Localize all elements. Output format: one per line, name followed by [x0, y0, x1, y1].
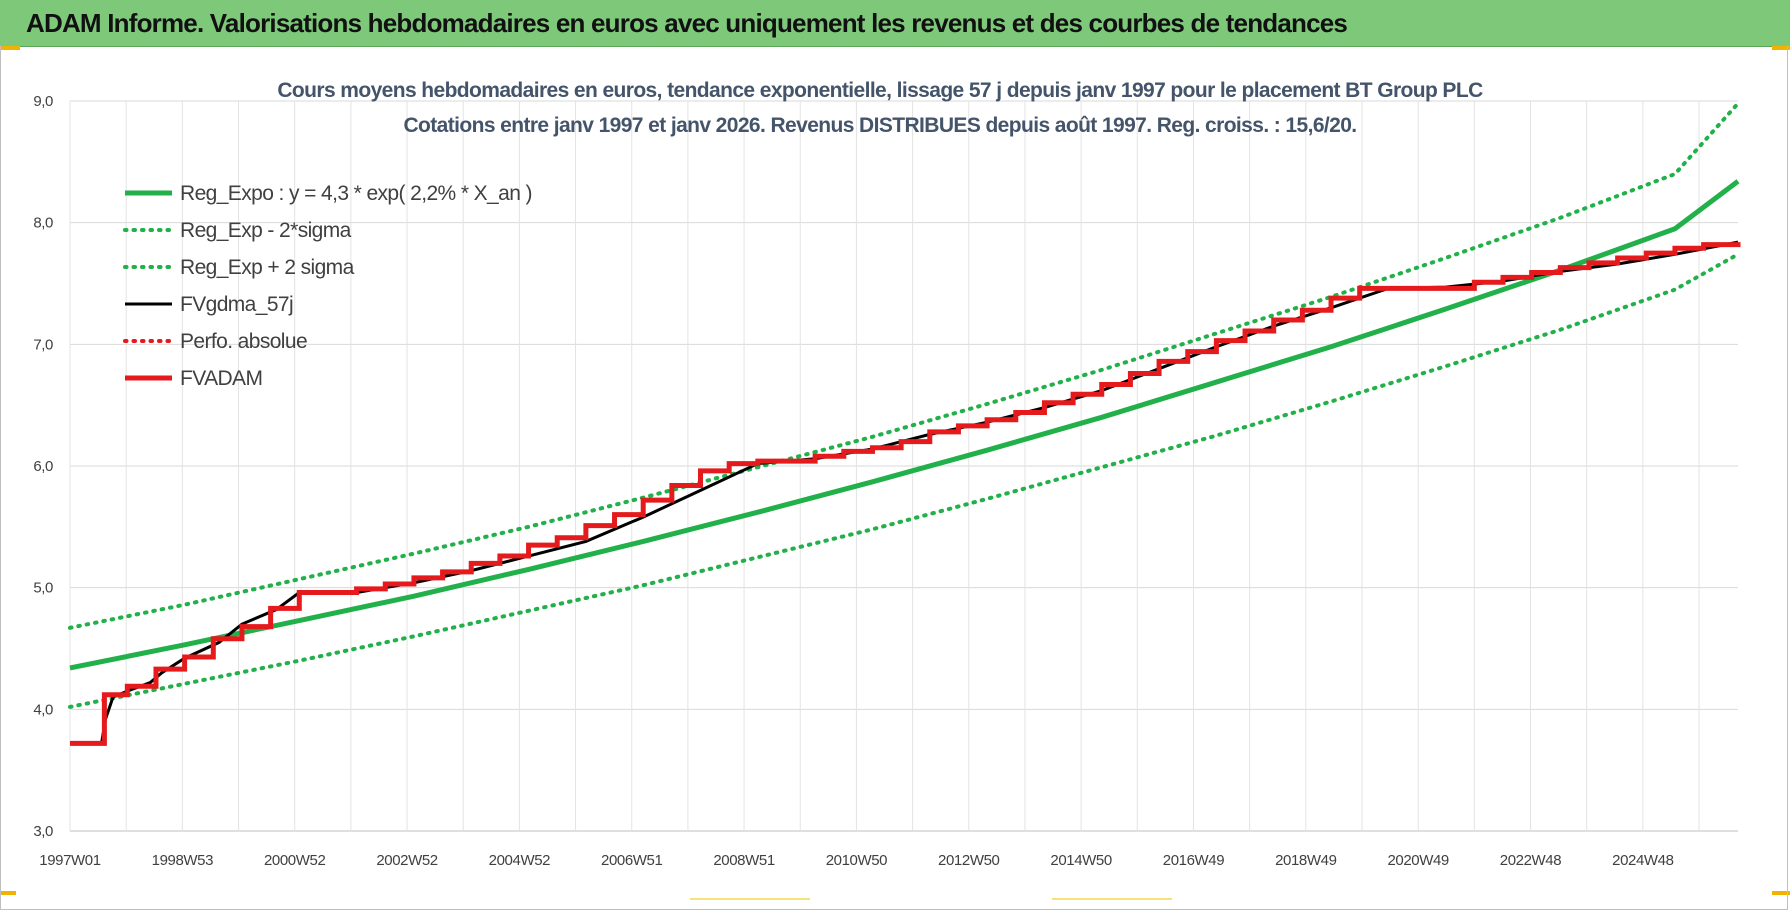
- corner-marker-left: [0, 46, 20, 50]
- report-title: ADAM Informe. Valorisations hebdomadaire…: [26, 8, 1348, 38]
- legend-label: FVgdma_57j: [180, 293, 293, 316]
- bottom-accent-mark: [690, 898, 810, 900]
- series-line-0: [69, 179, 1740, 671]
- legend-label: Reg_Exp - 2*sigma: [180, 219, 352, 242]
- bottom-accent-mark: [1052, 898, 1172, 900]
- corner-marker-bottom-left: [0, 891, 16, 895]
- corner-marker-right: [1772, 46, 1790, 50]
- gridlines: [69, 100, 1738, 832]
- y-tick-label: 6,0: [33, 458, 53, 475]
- x-tick-label: 2000W52: [264, 852, 325, 869]
- y-tick-labels: 3,0 4,0 5,0 6,0 7,0 8,0 9,0: [33, 93, 53, 840]
- chart-frame: [0, 46, 1788, 910]
- y-tick-label: 3,0: [33, 823, 53, 840]
- x-tick-label: 2022W48: [1500, 852, 1561, 869]
- x-tick-label: 2020W49: [1387, 852, 1448, 869]
- x-tick-label: 2012W50: [938, 852, 999, 869]
- x-tick-label: 2010W50: [826, 852, 887, 869]
- x-tick-label: 2008W51: [713, 852, 774, 869]
- x-tick-label: 2014W50: [1050, 852, 1111, 869]
- legend-label: Reg_Expo : y = 4,3 * exp( 2,2% * X_an ): [180, 182, 532, 205]
- x-tick-label: 2016W49: [1163, 852, 1224, 869]
- y-tick-label: 9,0: [33, 93, 53, 110]
- x-tick-label: 2004W52: [489, 852, 550, 869]
- chart-title-line1: Cours moyens hebdomadaires en euros, ten…: [277, 79, 1483, 102]
- y-tick-label: 4,0: [33, 701, 53, 718]
- report-header: ADAM Informe. Valorisations hebdomadaire…: [0, 0, 1790, 47]
- x-tick-label: 2018W49: [1275, 852, 1336, 869]
- x-tick-label: 2002W52: [376, 852, 437, 869]
- y-tick-label: 5,0: [33, 580, 53, 597]
- series-line-1: [68, 252, 1740, 709]
- y-tick-label: 7,0: [33, 336, 53, 353]
- x-tick-label: 1998W53: [152, 852, 213, 869]
- legend-label: FVADAM: [180, 367, 262, 390]
- series-line-2: [68, 101, 1740, 630]
- x-tick-label: 1997W01: [39, 852, 100, 869]
- y-tick-label: 8,0: [33, 215, 53, 232]
- legend-label: Reg_Exp + 2 sigma: [180, 256, 355, 279]
- legend: Reg_Expo : y = 4,3 * exp( 2,2% * X_an ) R…: [123, 182, 533, 390]
- x-tick-labels: 1997W01 1998W53 2000W52 2002W52 2004W52 2006W…: [39, 852, 1674, 869]
- x-tick-label: 2006W51: [601, 852, 662, 869]
- series-line-3: [70, 240, 1739, 745]
- corner-marker-bottom-right: [1772, 891, 1790, 895]
- series-layer: [68, 101, 1741, 746]
- x-tick-label: 2024W48: [1612, 852, 1673, 869]
- chart-titles: Cours moyens hebdomadaires en euros, ten…: [277, 79, 1483, 137]
- legend-label: Perfo. absolue: [180, 330, 307, 353]
- series-line-5: [70, 242, 1741, 746]
- chart-title-line2: Cotations entre janv 1997 et janv 2026. …: [403, 114, 1356, 137]
